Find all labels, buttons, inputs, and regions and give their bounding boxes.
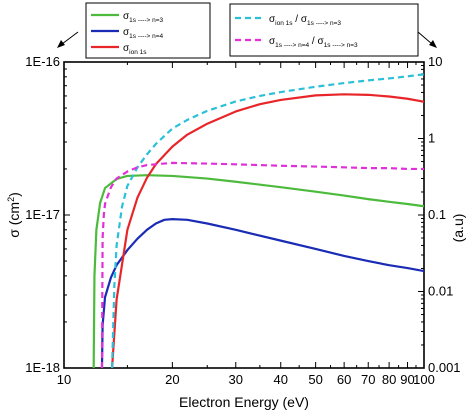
legend-right: σion 1s / σ1s ----> n=3 σ1s ----> n=4 / σ…: [229, 3, 419, 57]
y-left-tick-label: 1E-17: [25, 207, 60, 222]
series-line: [100, 218, 424, 368]
legend-label: σ1s ----> n=4 / σ1s ----> n=3: [269, 36, 358, 49]
y-right-tick-label: 0.1: [428, 207, 446, 222]
x-tick-label: 30: [229, 372, 243, 387]
y-right-tick-label: 1: [428, 131, 435, 146]
y-right-tick-label: 0.01: [428, 284, 453, 299]
x-tick-label: 60: [337, 372, 351, 387]
legend-label: σion 1s: [123, 43, 147, 56]
x-tick-label: 10: [57, 372, 71, 387]
series-line: [110, 73, 424, 368]
series-line: [100, 161, 424, 368]
x-tick-label: 90: [400, 372, 414, 387]
ticks: [63, 61, 425, 369]
y-right-tick-label: 10: [428, 54, 442, 69]
x-tick-label: 100: [413, 372, 435, 387]
legend-right-box: [229, 3, 419, 57]
y-right-tick-label: 0.001: [428, 360, 461, 375]
y-left-tick-label: 1E-16: [25, 54, 60, 69]
legend-label: σ1s ----> n=4: [123, 27, 164, 40]
x-tick-label: 20: [165, 372, 179, 387]
y-axis-left-title: σ (cm2): [6, 192, 22, 238]
series-lines: [92, 73, 424, 368]
legend-left: σ1s ----> n=3 σ1s ----> n=4 σion 1s: [85, 2, 211, 59]
series-line: [92, 174, 424, 368]
y-left-tick-label: 1E-18: [25, 360, 60, 375]
arrow-left-icon: [57, 31, 79, 48]
arrow-right-icon: [417, 31, 437, 48]
y-axis-right-title: (a.u): [450, 214, 466, 243]
legend-label: σ1s ----> n=3: [123, 11, 164, 24]
x-axis-title: Electron Energy (eV): [179, 394, 309, 410]
x-tick-label: 80: [382, 372, 396, 387]
series-line: [110, 93, 424, 368]
x-tick-label: 50: [308, 372, 322, 387]
x-tick-label: 40: [274, 372, 288, 387]
legend-label: σion 1s / σ1s ----> n=3: [269, 14, 341, 27]
x-tick-label: 70: [361, 372, 375, 387]
